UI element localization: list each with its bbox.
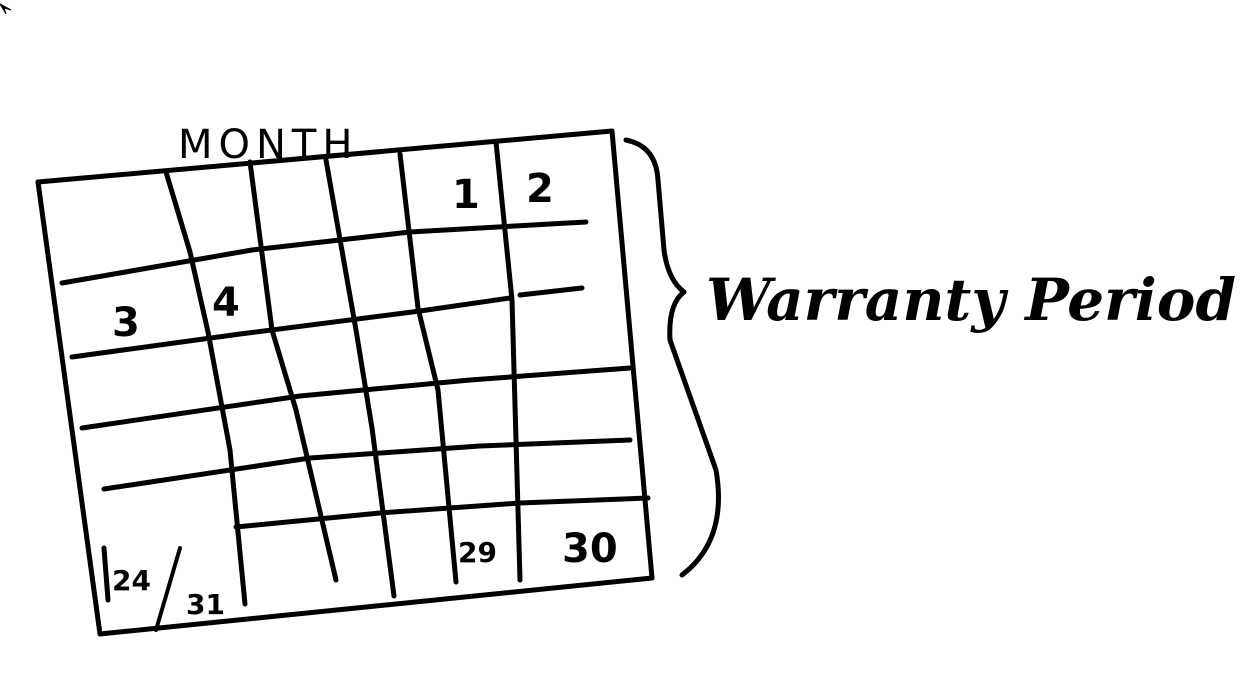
row-line-3 bbox=[79, 365, 633, 431]
row-line-2 bbox=[69, 295, 513, 360]
day-24-label: 24 bbox=[112, 564, 151, 597]
day-labels: 1 2 3 4 24 31 29 30 bbox=[112, 166, 618, 632]
calendar-grid bbox=[35, 128, 655, 637]
col-line-2 bbox=[247, 159, 339, 583]
warranty-period-label: Warranty Period bbox=[706, 266, 1236, 334]
col-line-6-bottom bbox=[101, 545, 111, 603]
curly-brace bbox=[623, 137, 721, 578]
col-line-4 bbox=[397, 151, 459, 585]
day-3-label: 3 bbox=[112, 300, 140, 346]
row-line-4 bbox=[101, 437, 633, 492]
day-31-label: 31 bbox=[186, 588, 225, 621]
grid-right-border bbox=[609, 128, 655, 581]
grid-top-border bbox=[35, 128, 615, 185]
day-2-label: 2 bbox=[526, 166, 554, 212]
row-line-1 bbox=[59, 219, 589, 286]
cell-split-slash bbox=[154, 546, 182, 632]
day-30-label: 30 bbox=[562, 526, 618, 572]
cursor-icon bbox=[0, 3, 12, 15]
col-line-5 bbox=[493, 139, 523, 583]
row-line-5 bbox=[233, 495, 651, 530]
col-line-3 bbox=[323, 157, 397, 599]
day-4-label: 4 bbox=[212, 280, 240, 326]
col-line-1 bbox=[163, 169, 248, 607]
row-line-1b bbox=[517, 285, 585, 298]
day-1-label: 1 bbox=[452, 172, 480, 218]
grid-left-border bbox=[35, 179, 103, 637]
day-29-label: 29 bbox=[458, 536, 497, 569]
grid-bottom-border bbox=[97, 575, 655, 637]
